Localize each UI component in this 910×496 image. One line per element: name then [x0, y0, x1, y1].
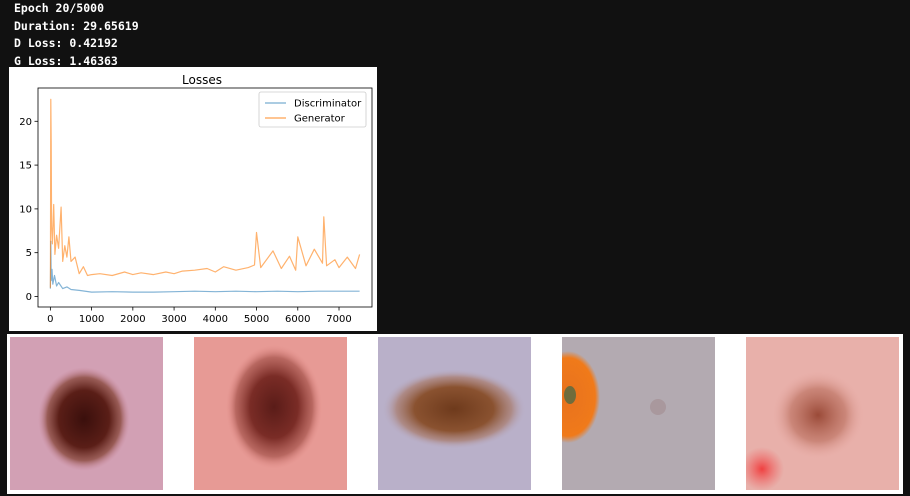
series-line-discriminator — [49, 240, 360, 293]
x-tick-label: 0 — [47, 314, 53, 325]
sample-image-4 — [562, 337, 715, 490]
x-tick-label: 6000 — [285, 314, 310, 325]
epoch-line: Epoch 20/5000 — [14, 1, 105, 15]
series-line-generator — [49, 98, 361, 288]
training-log: Epoch 20/5000 Duration: 29.65619 D Loss:… — [14, 0, 139, 70]
x-tick-label: 2000 — [120, 314, 145, 325]
x-tick-label: 5000 — [244, 314, 269, 325]
sample-image-5 — [746, 337, 899, 490]
chart-title: Losses — [182, 73, 222, 87]
y-tick-label: 5 — [26, 248, 32, 259]
x-tick-label: 7000 — [326, 314, 351, 325]
loss-chart: Losses 0 1000 2000 3000 4000 5000 6000 7000 0 5 10… — [19, 73, 373, 325]
d-loss-line: D Loss: 0.42192 — [14, 36, 118, 50]
y-tick-label: 20 — [19, 117, 32, 128]
plot-area — [49, 98, 361, 293]
legend-label-generator: Generator — [294, 114, 346, 125]
legend: Discriminator Generator — [258, 91, 367, 128]
legend-label-discriminator: Discriminator — [294, 99, 362, 110]
x-tick-label: 3000 — [161, 314, 186, 325]
sample-image-1 — [10, 337, 163, 490]
generated-samples-panel — [7, 334, 903, 494]
sample-image-3 — [378, 337, 531, 490]
duration-line: Duration: 29.65619 — [14, 18, 139, 33]
y-tick-label: 15 — [19, 161, 32, 172]
axis-ticks: 0 1000 2000 3000 4000 5000 6000 7000 0 5 10 15 20 — [19, 117, 351, 325]
y-tick-label: 0 — [26, 292, 32, 303]
sample-image-2 — [194, 337, 347, 490]
plot-frame — [37, 87, 373, 308]
x-tick-label: 1000 — [79, 314, 104, 325]
x-tick-label: 4000 — [203, 314, 228, 325]
loss-chart-panel: Losses 0 1000 2000 3000 4000 5000 6000 7000 0 5 10… — [9, 67, 377, 331]
g-loss-line: G Loss: 1.46363 — [14, 53, 118, 68]
y-tick-label: 10 — [19, 204, 32, 215]
